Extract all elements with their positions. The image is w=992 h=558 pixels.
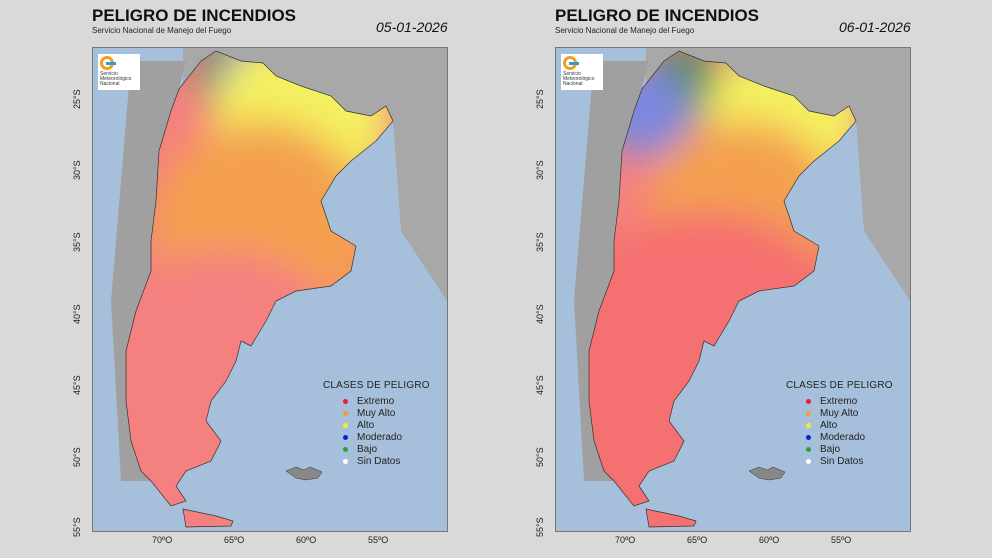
legend-dot-icon	[343, 398, 348, 404]
legend-item: Sin Datos	[806, 455, 893, 467]
latitude-label: 50°S	[535, 447, 545, 467]
fire-danger-map: Servicio Meteorológico Nacional CLASES DE …	[555, 47, 911, 532]
legend-item: Alto	[343, 419, 430, 431]
map-title: PELIGRO DE INCENDIOS	[92, 6, 297, 25]
argentina-outline	[588, 50, 857, 507]
legend-item: Bajo	[806, 443, 893, 455]
legend-dot-icon	[343, 458, 348, 464]
legend-dot-icon	[806, 458, 811, 464]
longitude-label: 55ºO	[831, 535, 852, 545]
latitude-label: 40°S	[72, 304, 82, 324]
malvinas-islands	[285, 466, 323, 481]
legend-dot-icon	[343, 422, 348, 428]
legend-title: CLASES DE PELIGRO	[323, 380, 430, 391]
legend-item: Sin Datos	[343, 455, 430, 467]
legend-item: Extremo	[343, 395, 430, 407]
legend-label: Extremo	[820, 395, 858, 407]
legend-label: Sin Datos	[357, 455, 401, 467]
legend-dot-icon	[806, 410, 811, 416]
legend: CLASES DE PELIGRO Extremo Muy Alto Alto Mod…	[323, 380, 430, 467]
legend-item: Moderado	[343, 431, 430, 443]
argentina-map	[556, 48, 910, 531]
latitude-label: 25°S	[535, 89, 545, 109]
smn-logo-icon	[100, 56, 116, 70]
longitude-label: 60ºO	[296, 535, 317, 545]
legend-item: Alto	[806, 419, 893, 431]
fire-danger-map: Servicio Meteorológico Nacional CLASES DE …	[92, 47, 448, 532]
legend: CLASES DE PELIGRO Extremo Muy Alto Alto Mod…	[786, 380, 893, 467]
legend-dot-icon	[806, 422, 811, 428]
argentina-map	[93, 48, 447, 531]
latitude-label: 55°S	[72, 517, 82, 537]
legend-dot-icon	[343, 446, 348, 452]
legend-label: Moderado	[357, 431, 403, 443]
map-panel-left: PELIGRO DE INCENDIOS Servicio Nacional d…	[72, 0, 550, 558]
legend-item: Moderado	[806, 431, 893, 443]
legend-label: Muy Alto	[820, 407, 859, 419]
map-subtitle: Servicio Nacional de Manejo del Fuego	[92, 26, 232, 35]
argentina-outline	[125, 50, 394, 507]
smn-logo-icon	[563, 56, 579, 70]
latitude-label: 30°S	[72, 160, 82, 180]
smn-logo: Servicio Meteorológico Nacional	[98, 54, 140, 90]
legend-label: Alto	[820, 419, 838, 431]
legend-label: Muy Alto	[357, 407, 396, 419]
map-panel-right: PELIGRO DE INCENDIOS Servicio Nacional d…	[535, 0, 992, 558]
legend-label: Extremo	[357, 395, 395, 407]
longitude-label: 70ºO	[152, 535, 173, 545]
longitude-label: 65ºO	[224, 535, 245, 545]
latitude-label: 55°S	[535, 517, 545, 537]
legend-item: Muy Alto	[806, 407, 893, 419]
longitude-label: 70ºO	[615, 535, 636, 545]
legend-item: Bajo	[343, 443, 430, 455]
malvinas-islands	[748, 466, 786, 481]
legend-dot-icon	[806, 398, 811, 404]
legend-item: Muy Alto	[343, 407, 430, 419]
legend-label: Sin Datos	[820, 455, 864, 467]
legend-dot-icon	[343, 434, 348, 440]
latitude-label: 50°S	[72, 447, 82, 467]
latitude-label: 45°S	[535, 375, 545, 395]
legend-label: Bajo	[820, 443, 841, 455]
longitude-label: 55ºO	[368, 535, 389, 545]
legend-dot-icon	[806, 434, 811, 440]
latitude-label: 45°S	[72, 375, 82, 395]
latitude-label: 35°S	[72, 232, 82, 252]
legend-item: Extremo	[806, 395, 893, 407]
legend-dot-icon	[343, 410, 348, 416]
latitude-label: 30°S	[535, 160, 545, 180]
legend-label: Moderado	[820, 431, 866, 443]
longitude-label: 60ºO	[759, 535, 780, 545]
latitude-label: 25°S	[72, 89, 82, 109]
map-subtitle: Servicio Nacional de Manejo del Fuego	[555, 26, 695, 35]
legend-dot-icon	[806, 446, 811, 452]
map-date: 05-01-2026	[376, 19, 448, 35]
latitude-label: 40°S	[535, 304, 545, 324]
map-date: 06-01-2026	[839, 19, 911, 35]
smn-logo: Servicio Meteorológico Nacional	[561, 54, 603, 90]
map-title: PELIGRO DE INCENDIOS	[555, 6, 760, 25]
legend-title: CLASES DE PELIGRO	[786, 380, 893, 391]
longitude-label: 65ºO	[687, 535, 708, 545]
latitude-label: 35°S	[535, 232, 545, 252]
legend-label: Alto	[357, 419, 375, 431]
legend-label: Bajo	[357, 443, 378, 455]
